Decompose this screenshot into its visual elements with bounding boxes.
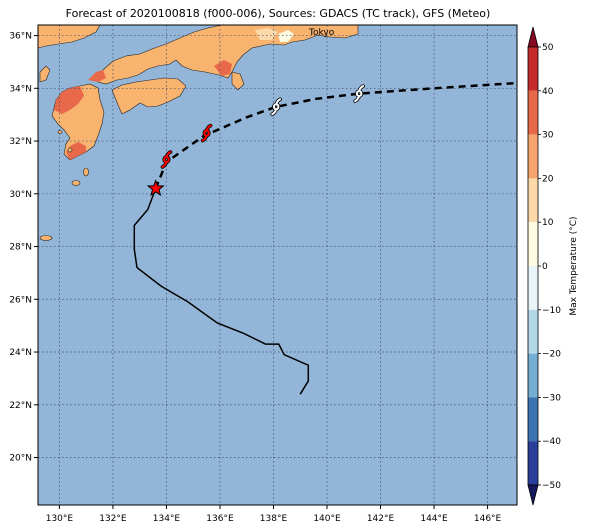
cool-patch-highland: [278, 30, 294, 42]
colorbar-tick-label: 10: [542, 218, 554, 228]
lon-tick-label: 136°E: [206, 514, 234, 524]
colorbar-segment: [528, 353, 538, 398]
lat-tick-label: 32°N: [9, 137, 32, 147]
colorbar-min-arrow: [527, 484, 539, 506]
storm-symbol-icon: [160, 150, 173, 169]
colorbar-segment: [528, 222, 538, 266]
colorbar-segment: [528, 134, 538, 179]
storm-symbol-icon: [353, 84, 365, 103]
lat-tick-label: 26°N: [9, 295, 32, 305]
hot-patch-chugoku: [88, 70, 106, 82]
storm-symbol-icon: [200, 123, 213, 143]
colorbar-tick-label: 0: [542, 262, 548, 272]
lat-tick-label: 24°N: [9, 348, 32, 358]
lon-tick-label: 134°E: [153, 514, 181, 524]
colorbar-segment: [528, 266, 538, 310]
map-frame: [37, 24, 518, 506]
cool-patch-mountains: [255, 28, 278, 40]
hot-patch-kyushu: [54, 86, 84, 114]
lon-tick-label: 140°E: [313, 514, 341, 524]
landmass-layer: [38, 25, 359, 241]
colorbar-segment: [528, 397, 538, 442]
lat-tick-label: 28°N: [9, 243, 32, 253]
colorbar-tick-label: −30: [542, 393, 561, 403]
izu-peninsula: [231, 71, 245, 91]
lon-tick-label: 138°E: [260, 514, 288, 524]
colorbar-segment: [528, 309, 538, 354]
colorbar-tick-label: −50: [542, 481, 561, 491]
lon-tick-label: 146°E: [474, 514, 502, 524]
colorbar-label: Max Temperature (°C): [569, 216, 579, 315]
typhoon-track: [133, 81, 518, 395]
colorbar: 50 40 30 20 10 0 −10 −20 −30 −40 −50: [527, 26, 561, 506]
colorbar-segment: [528, 178, 538, 223]
lon-tick-label: 142°E: [367, 514, 395, 524]
ryukyu-islands: [39, 130, 89, 241]
colorbar-tick-label: 30: [542, 131, 554, 141]
colorbar-segment: [528, 47, 538, 91]
lat-tick-label: 30°N: [9, 190, 32, 200]
colorbar-tick-label: −40: [542, 437, 561, 447]
colorbar-segment: [528, 441, 538, 485]
colorbar-tick-label: 50: [542, 43, 554, 53]
lat-tick-label: 34°N: [9, 84, 32, 94]
shikoku-land: [111, 77, 187, 115]
lat-tick-label: 20°N: [9, 454, 32, 464]
longitude-ticks: 130°E 132°E 134°E 136°E 138°E 140°E 142°E 144°E…: [46, 505, 502, 524]
graticule: [38, 25, 517, 505]
colorbar-tick-label: 20: [542, 174, 554, 184]
colorbar-tick-label: 40: [542, 87, 554, 97]
observed-track-line: [133, 188, 310, 395]
lon-tick-label: 132°E: [99, 514, 127, 524]
hot-patch-kinki: [214, 60, 232, 76]
lon-tick-label: 144°E: [420, 514, 448, 524]
honshu-land: [97, 25, 359, 85]
colorbar-tick-label: −20: [542, 350, 561, 360]
lat-tick-label: 22°N: [9, 401, 32, 411]
hot-patch-kyushu-south: [66, 142, 86, 160]
colorbar-segment: [528, 90, 538, 135]
korea-coast: [38, 25, 101, 49]
current-position-star-icon: [146, 179, 165, 197]
lat-tick-label: 36°N: [9, 32, 32, 42]
latitude-ticks: 20°N 22°N 24°N 26°N 28°N 30°N 32°N 34°N 36°N: [9, 32, 38, 464]
colorbar-max-arrow: [527, 26, 539, 48]
map-title: Forecast of 2020100818 (f000-006), Sourc…: [65, 7, 491, 20]
colorbar-tick-label: −10: [542, 306, 561, 316]
storm-symbol-icon: [270, 97, 282, 117]
lon-tick-label: 130°E: [46, 514, 74, 524]
city-label-tokyo: Tokyo: [308, 28, 335, 38]
ocean-background: [38, 25, 517, 505]
tsushima-island: [39, 65, 51, 83]
